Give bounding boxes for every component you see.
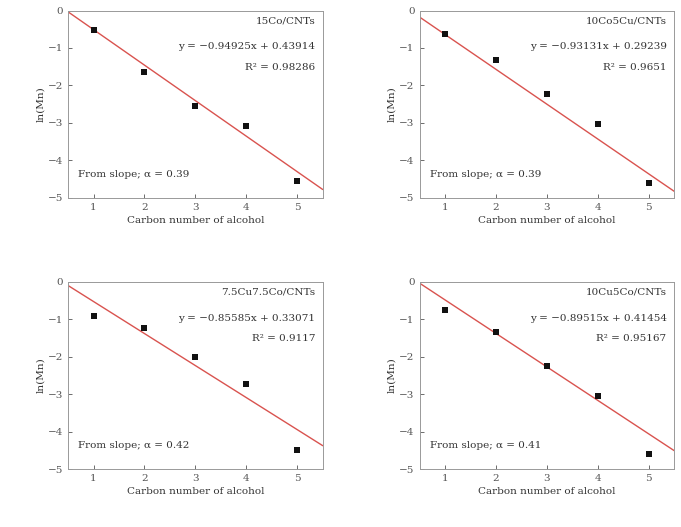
Point: [88, 311, 99, 320]
Text: 10Cu5Co/CNTs: 10Cu5Co/CNTs: [586, 288, 667, 297]
Text: 15Co/CNTs: 15Co/CNTs: [255, 16, 315, 25]
Point: [644, 450, 654, 458]
Point: [490, 56, 501, 64]
X-axis label: Carbon number of alcohol: Carbon number of alcohol: [127, 216, 264, 225]
Text: From slope; α = 0.41: From slope; α = 0.41: [430, 441, 541, 450]
Text: y = −0.94925x + 0.43914: y = −0.94925x + 0.43914: [178, 42, 315, 51]
Text: From slope; α = 0.39: From slope; α = 0.39: [78, 170, 190, 179]
Text: From slope; α = 0.42: From slope; α = 0.42: [78, 441, 190, 450]
Text: 7.5Cu7.5Co/CNTs: 7.5Cu7.5Co/CNTs: [221, 288, 315, 297]
Point: [644, 179, 654, 187]
Y-axis label: ln(Mn): ln(Mn): [387, 358, 396, 393]
Y-axis label: ln(Mn): ln(Mn): [387, 86, 396, 122]
X-axis label: Carbon number of alcohol: Carbon number of alcohol: [478, 216, 616, 225]
Text: R² = 0.95167: R² = 0.95167: [597, 334, 667, 343]
Point: [541, 90, 552, 98]
Text: 10Co5Cu/CNTs: 10Co5Cu/CNTs: [586, 16, 667, 25]
Point: [190, 102, 201, 110]
Point: [292, 445, 303, 454]
Point: [241, 379, 252, 388]
Text: y = −0.93131x + 0.29239: y = −0.93131x + 0.29239: [530, 42, 667, 51]
Point: [190, 353, 201, 361]
Point: [139, 68, 150, 76]
X-axis label: Carbon number of alcohol: Carbon number of alcohol: [127, 487, 264, 496]
X-axis label: Carbon number of alcohol: Carbon number of alcohol: [478, 487, 616, 496]
Text: R² = 0.9651: R² = 0.9651: [603, 63, 667, 72]
Point: [88, 25, 99, 34]
Point: [241, 122, 252, 130]
Text: R² = 0.9117: R² = 0.9117: [251, 334, 315, 343]
Text: From slope; α = 0.39: From slope; α = 0.39: [430, 170, 541, 179]
Point: [292, 177, 303, 185]
Point: [592, 119, 603, 128]
Y-axis label: ln(Mn): ln(Mn): [36, 86, 45, 122]
Point: [541, 362, 552, 370]
Point: [490, 328, 501, 337]
Text: y = −0.85585x + 0.33071: y = −0.85585x + 0.33071: [178, 314, 315, 323]
Y-axis label: ln(Mn): ln(Mn): [36, 358, 45, 393]
Text: R² = 0.98286: R² = 0.98286: [245, 63, 315, 72]
Point: [439, 30, 450, 38]
Text: y = −0.89515x + 0.41454: y = −0.89515x + 0.41454: [530, 314, 667, 323]
Point: [592, 392, 603, 401]
Point: [439, 306, 450, 314]
Point: [139, 324, 150, 332]
